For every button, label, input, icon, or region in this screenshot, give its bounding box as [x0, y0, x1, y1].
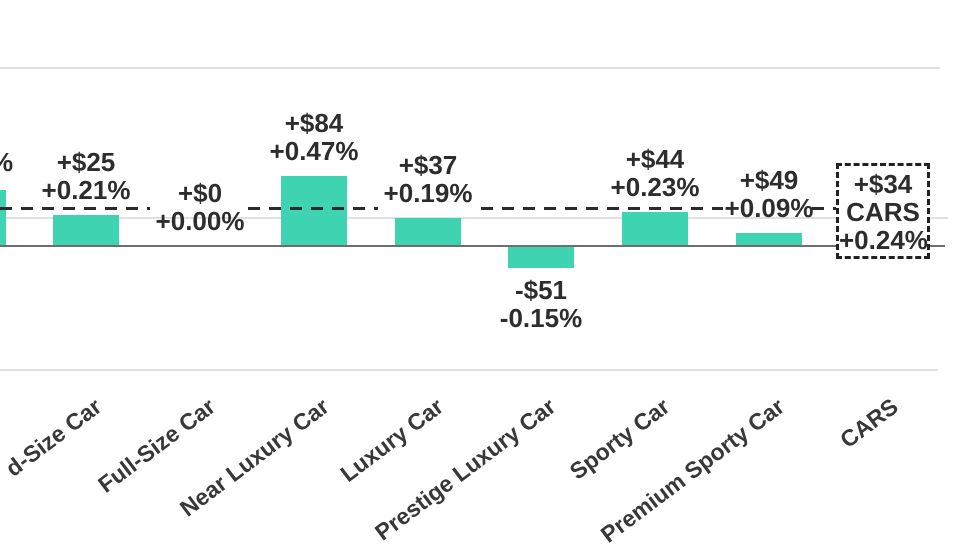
reference-line-segment: [0, 207, 150, 210]
zero-axis-line: [0, 245, 945, 247]
category-label-cars: CARS: [834, 393, 903, 453]
dollar-change-text: +$84: [284, 108, 344, 138]
percent-change-text: -0.15%: [499, 303, 583, 333]
dollar-change-text: +$49: [739, 165, 799, 195]
dollar-change-text: +$0: [177, 178, 223, 208]
category-label-sporty-car: Sporty Car: [565, 393, 675, 485]
cars-summary-dollar: +$34: [853, 169, 913, 199]
value-label-d-size-car: +$25 +0.21%: [42, 148, 131, 204]
bar-clipped-left: [0, 190, 6, 246]
value-label-near-luxury-car: +$84 +0.47%: [270, 109, 359, 165]
dollar-change-text: +$44: [625, 144, 685, 174]
cars-summary-percent: +0.24%: [839, 225, 928, 255]
percent-change-text: +0.21%: [41, 175, 131, 205]
reference-line-segment: [481, 207, 723, 210]
reference-line-segment: [812, 207, 836, 210]
category-label-prestige-luxury-car: Prestige Luxury Car: [370, 393, 561, 546]
percent-change-text: +0.19%: [383, 178, 473, 208]
bar-premium-sporty-car: [736, 233, 802, 246]
value-label-prestige-luxury-car: -$51 -0.15%: [500, 276, 582, 332]
category-label-premium-sporty-car: Premium Sporty Car: [595, 393, 789, 548]
cars-summary-box: +$34 CARS +0.24%: [836, 163, 930, 259]
bar-near-luxury-car: [281, 176, 347, 246]
category-label-luxury-car: Luxury Car: [335, 393, 448, 487]
clipped-bar-partial-label: %: [0, 148, 13, 176]
plot-bottom-border: [0, 369, 938, 371]
dollar-change-text: +$25: [56, 147, 116, 177]
cars-summary-title: CARS: [846, 197, 920, 227]
percent-change-text: +0.09%: [724, 193, 814, 223]
dollar-change-text: +$37: [398, 150, 458, 180]
plot-top-border: [0, 67, 940, 69]
reference-line-segment: [248, 207, 378, 210]
value-label-sporty-car: +$44 +0.23%: [611, 145, 700, 201]
bar-sporty-car: [622, 212, 688, 246]
value-label-luxury-car: +$37 +0.19%: [384, 151, 473, 207]
percent-change-text: +0.47%: [269, 136, 359, 166]
bar-d-size-car: [53, 215, 119, 246]
bar-luxury-car: [395, 218, 461, 246]
value-label-premium-sporty-car: +$49 +0.09%: [725, 166, 814, 222]
minor-gridline: [0, 217, 948, 219]
percent-change-text: +0.23%: [610, 172, 700, 202]
bar-prestige-luxury-car: [508, 246, 574, 268]
value-label-full-size-car: +$0 +0.00%: [156, 179, 245, 235]
dollar-change-text: -$51: [514, 275, 568, 305]
category-label-d-size-car: d-Size Car: [0, 393, 106, 482]
percent-change-text: +0.00%: [155, 206, 245, 236]
